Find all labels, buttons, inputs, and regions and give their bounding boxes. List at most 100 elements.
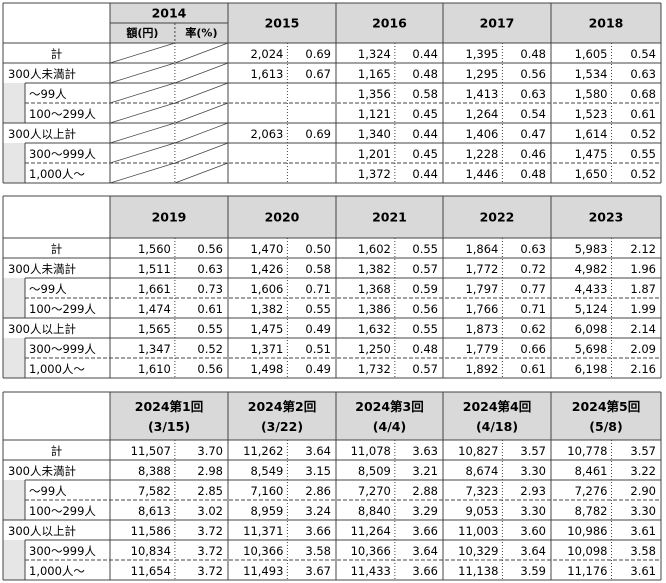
amount: 9,053 [465,504,498,518]
rate: 3.64 [412,544,438,558]
rate: 0.44 [412,47,438,61]
rate: 2.14 [630,322,656,336]
rule [174,42,229,64]
column-date: (3/15) [148,419,190,434]
rate: 0.55 [305,302,331,316]
column-header: 2024第5回 [572,399,641,414]
amount: 1,446 [465,167,498,181]
column-subheader: 率(%) [185,26,217,40]
amount: 1,406 [465,127,498,141]
row-label: 1,000人～ [29,167,85,181]
indent-bg [3,163,25,183]
rate: 3.02 [197,504,223,518]
rate: 3.66 [412,524,438,538]
row-label: 300人以上計 [8,322,76,336]
rate: 0.52 [630,167,656,181]
amount: 10,329 [458,544,498,558]
column-header: 2017 [480,16,515,31]
amount: 7,323 [465,484,498,498]
indent-bg [3,338,25,358]
amount: 1,340 [358,127,391,141]
indent-bg [3,298,25,318]
rate: 0.48 [520,47,546,61]
row-label: 計 [51,242,63,256]
row-label: 計 [51,444,63,458]
rate: 3.57 [630,444,656,458]
rate: 0.69 [305,127,331,141]
rate: 3.61 [630,524,656,538]
amount: 1,560 [138,242,171,256]
rule [109,82,176,104]
amount: 1,565 [138,322,171,336]
amount: 1,614 [575,127,608,141]
rate: 2.86 [305,484,331,498]
amount: 11,003 [458,524,498,538]
rate: 3.59 [520,564,546,578]
amount: 1,580 [575,87,608,101]
rate: 3.30 [520,504,546,518]
column-header: 2023 [589,210,624,225]
indent-bg [3,480,25,500]
rate: 0.62 [520,322,546,336]
row-label: 300人以上計 [8,524,76,538]
rate: 0.55 [630,147,656,161]
rate: 0.48 [520,167,546,181]
rate: 3.24 [305,504,331,518]
amount: 1,295 [465,67,498,81]
amount: 11,433 [351,564,391,578]
rate: 2.90 [630,484,656,498]
column-date: (4/18) [476,419,518,434]
amount: 1,395 [465,47,498,61]
rate: 1.99 [630,302,656,316]
rate: 0.69 [305,47,331,61]
amount: 7,270 [358,484,391,498]
indent-bg [3,278,25,298]
row-label: 1,000人～ [29,362,85,376]
rate: 0.45 [412,107,438,121]
rate: 0.48 [412,342,438,356]
amount: 1,606 [250,282,283,296]
column-header: 2024第3回 [355,399,424,414]
indent-bg [3,500,25,520]
rate: 0.57 [412,262,438,276]
row-label: 100～299人 [29,107,96,121]
row-label: 300人未満計 [8,262,76,276]
rate: 0.45 [412,147,438,161]
rule [109,102,176,124]
amount: 1,470 [250,242,283,256]
amount: 11,371 [243,524,283,538]
row-label: 300～999人 [29,147,96,161]
column-header: 2016 [372,16,407,31]
amount: 11,493 [243,564,283,578]
amount: 11,654 [131,564,171,578]
amount: 1,165 [358,67,391,81]
indent-bg [3,83,25,103]
rate: 2.85 [197,484,223,498]
rate: 3.29 [412,504,438,518]
rate: 3.21 [412,464,438,478]
rate: 3.30 [630,504,656,518]
rule [109,142,176,164]
column-header: 2018 [589,16,624,31]
amount: 1,766 [465,302,498,316]
amount: 7,582 [138,484,171,498]
amount: 1,772 [465,262,498,276]
amount: 6,198 [575,362,608,376]
rate: 0.72 [520,262,546,276]
rate: 0.71 [305,282,331,296]
amount: 1,892 [465,362,498,376]
amount: 11,262 [243,444,283,458]
rate: 0.56 [520,67,546,81]
indent-bg [3,560,25,580]
amount: 8,509 [358,464,391,478]
rate: 0.51 [305,342,331,356]
amount: 8,840 [358,504,391,518]
rate: 0.54 [520,107,546,121]
rate: 3.58 [630,544,656,558]
amount: 1,602 [358,242,391,256]
amount: 1,864 [465,242,498,256]
rate: 3.64 [520,544,546,558]
rate: 0.61 [197,302,223,316]
amount: 1,474 [138,302,171,316]
amount: 1,797 [465,282,498,296]
